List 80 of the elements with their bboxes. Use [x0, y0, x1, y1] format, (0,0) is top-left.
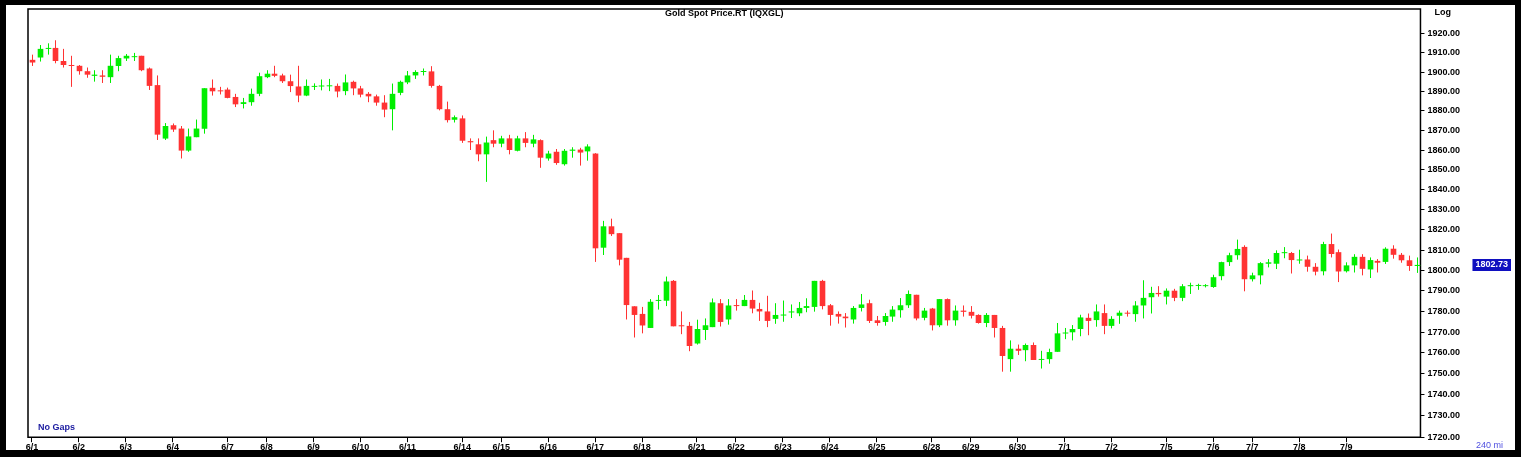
chart-title: Gold Spot Price.RT (IQXGL) [664, 8, 784, 19]
candlestick [694, 319, 701, 346]
candlestick [537, 138, 544, 169]
candlestick [428, 65, 435, 89]
candlestick [342, 73, 349, 96]
y-tick-label: 1740.00 [1427, 389, 1461, 400]
x-tick-label: 6/7 [221, 442, 234, 453]
x-tick-label: 6/15 [492, 442, 511, 453]
y-tick-label: 1880.00 [1427, 105, 1461, 116]
candlestick [1132, 300, 1139, 323]
candlestick [1077, 314, 1084, 337]
x-tick-label: 7/2 [1105, 442, 1118, 453]
y-tick-label: 1750.00 [1427, 368, 1461, 379]
y-tick-label: 1890.00 [1427, 85, 1461, 96]
y-tick-label: 1870.00 [1427, 125, 1461, 136]
candlestick [764, 295, 771, 328]
text: 240 mi [1475, 439, 1503, 450]
candlestick [717, 298, 724, 328]
y-tick-label: 1770.00 [1427, 326, 1461, 337]
x-tick-label: 7/6 [1206, 442, 1220, 453]
candlestick [1093, 303, 1100, 328]
x-tick-label: 6/8 [260, 442, 273, 453]
x-tick-label: 6/4 [166, 442, 179, 453]
x-tick-label: 6/2 [72, 442, 86, 453]
x-tick-label: 6/23 [774, 442, 792, 453]
candlestick [459, 114, 466, 144]
y-tick-label: 1820.00 [1427, 224, 1461, 235]
x-tick-label: 6/24 [821, 442, 839, 453]
y-tick-label: 1800.00 [1427, 264, 1461, 275]
y-tick-label: 1780.00 [1427, 305, 1461, 316]
candlestick [631, 305, 638, 338]
x-tick-label: 6/21 [688, 442, 706, 453]
candlestick [663, 276, 670, 307]
y-tick-label: 1850.00 [1427, 164, 1461, 175]
x-tick-label: 7/1 [1058, 442, 1071, 453]
y-tick-label: 1910.00 [1427, 47, 1461, 58]
candlestick [1054, 322, 1061, 353]
y-tick-label: 1730.00 [1427, 410, 1461, 421]
candlestick [749, 289, 756, 314]
y-tick-label: 1920.00 [1427, 28, 1461, 39]
x-tick-label: 7/8 [1292, 442, 1306, 453]
candlestick [256, 72, 263, 97]
y-tick-label: 1790.00 [1427, 285, 1461, 296]
candlestick [295, 65, 302, 103]
y-tick-label: 1830.00 [1427, 204, 1461, 215]
x-tick-label: 6/29 [961, 442, 980, 453]
x-tick-label: 6/16 [539, 442, 557, 453]
x-tick-label: 6/25 [868, 442, 886, 453]
candlestick [772, 302, 779, 325]
x-tick-label: 6/1 [25, 442, 39, 453]
candlestick [866, 299, 873, 324]
y-tick-label: 1840.00 [1427, 184, 1461, 195]
y-tick-label: 1720.00 [1427, 431, 1461, 442]
y-tick-label: 1860.00 [1427, 144, 1461, 155]
y-tick-label: 1900.00 [1427, 66, 1461, 77]
x-tick-label: 6/28 [922, 442, 941, 453]
x-tick-label: 6/22 [727, 442, 745, 453]
candlestick [1101, 303, 1108, 335]
candlestick [185, 128, 192, 153]
x-tick-label: 7/5 [1159, 442, 1173, 453]
x-tick-label: 7/9 [1339, 442, 1353, 453]
x-tick-label: 7/7 [1246, 442, 1259, 453]
x-tick-label: 6/9 [307, 442, 320, 453]
candlestick [506, 134, 513, 155]
candlestick [702, 317, 709, 341]
text: 1802.73 [1475, 259, 1509, 270]
x-tick-label: 6/3 [119, 442, 133, 453]
candlestick [827, 303, 834, 327]
text: Log [1434, 7, 1451, 18]
x-tick-label: 6/18 [633, 442, 651, 453]
candlestick [1273, 249, 1280, 270]
y-tick-label: 1810.00 [1427, 244, 1461, 255]
y-tick-label: 1760.00 [1427, 347, 1461, 358]
x-tick-label: 6/11 [398, 442, 416, 453]
candlestick [600, 220, 607, 256]
x-tick-label: 6/30 [1008, 442, 1027, 453]
x-tick-label: 6/14 [453, 442, 471, 453]
annotation: No Gaps [38, 421, 76, 432]
x-tick-label: 6/10 [351, 442, 370, 453]
x-tick-label: 6/17 [586, 442, 604, 453]
